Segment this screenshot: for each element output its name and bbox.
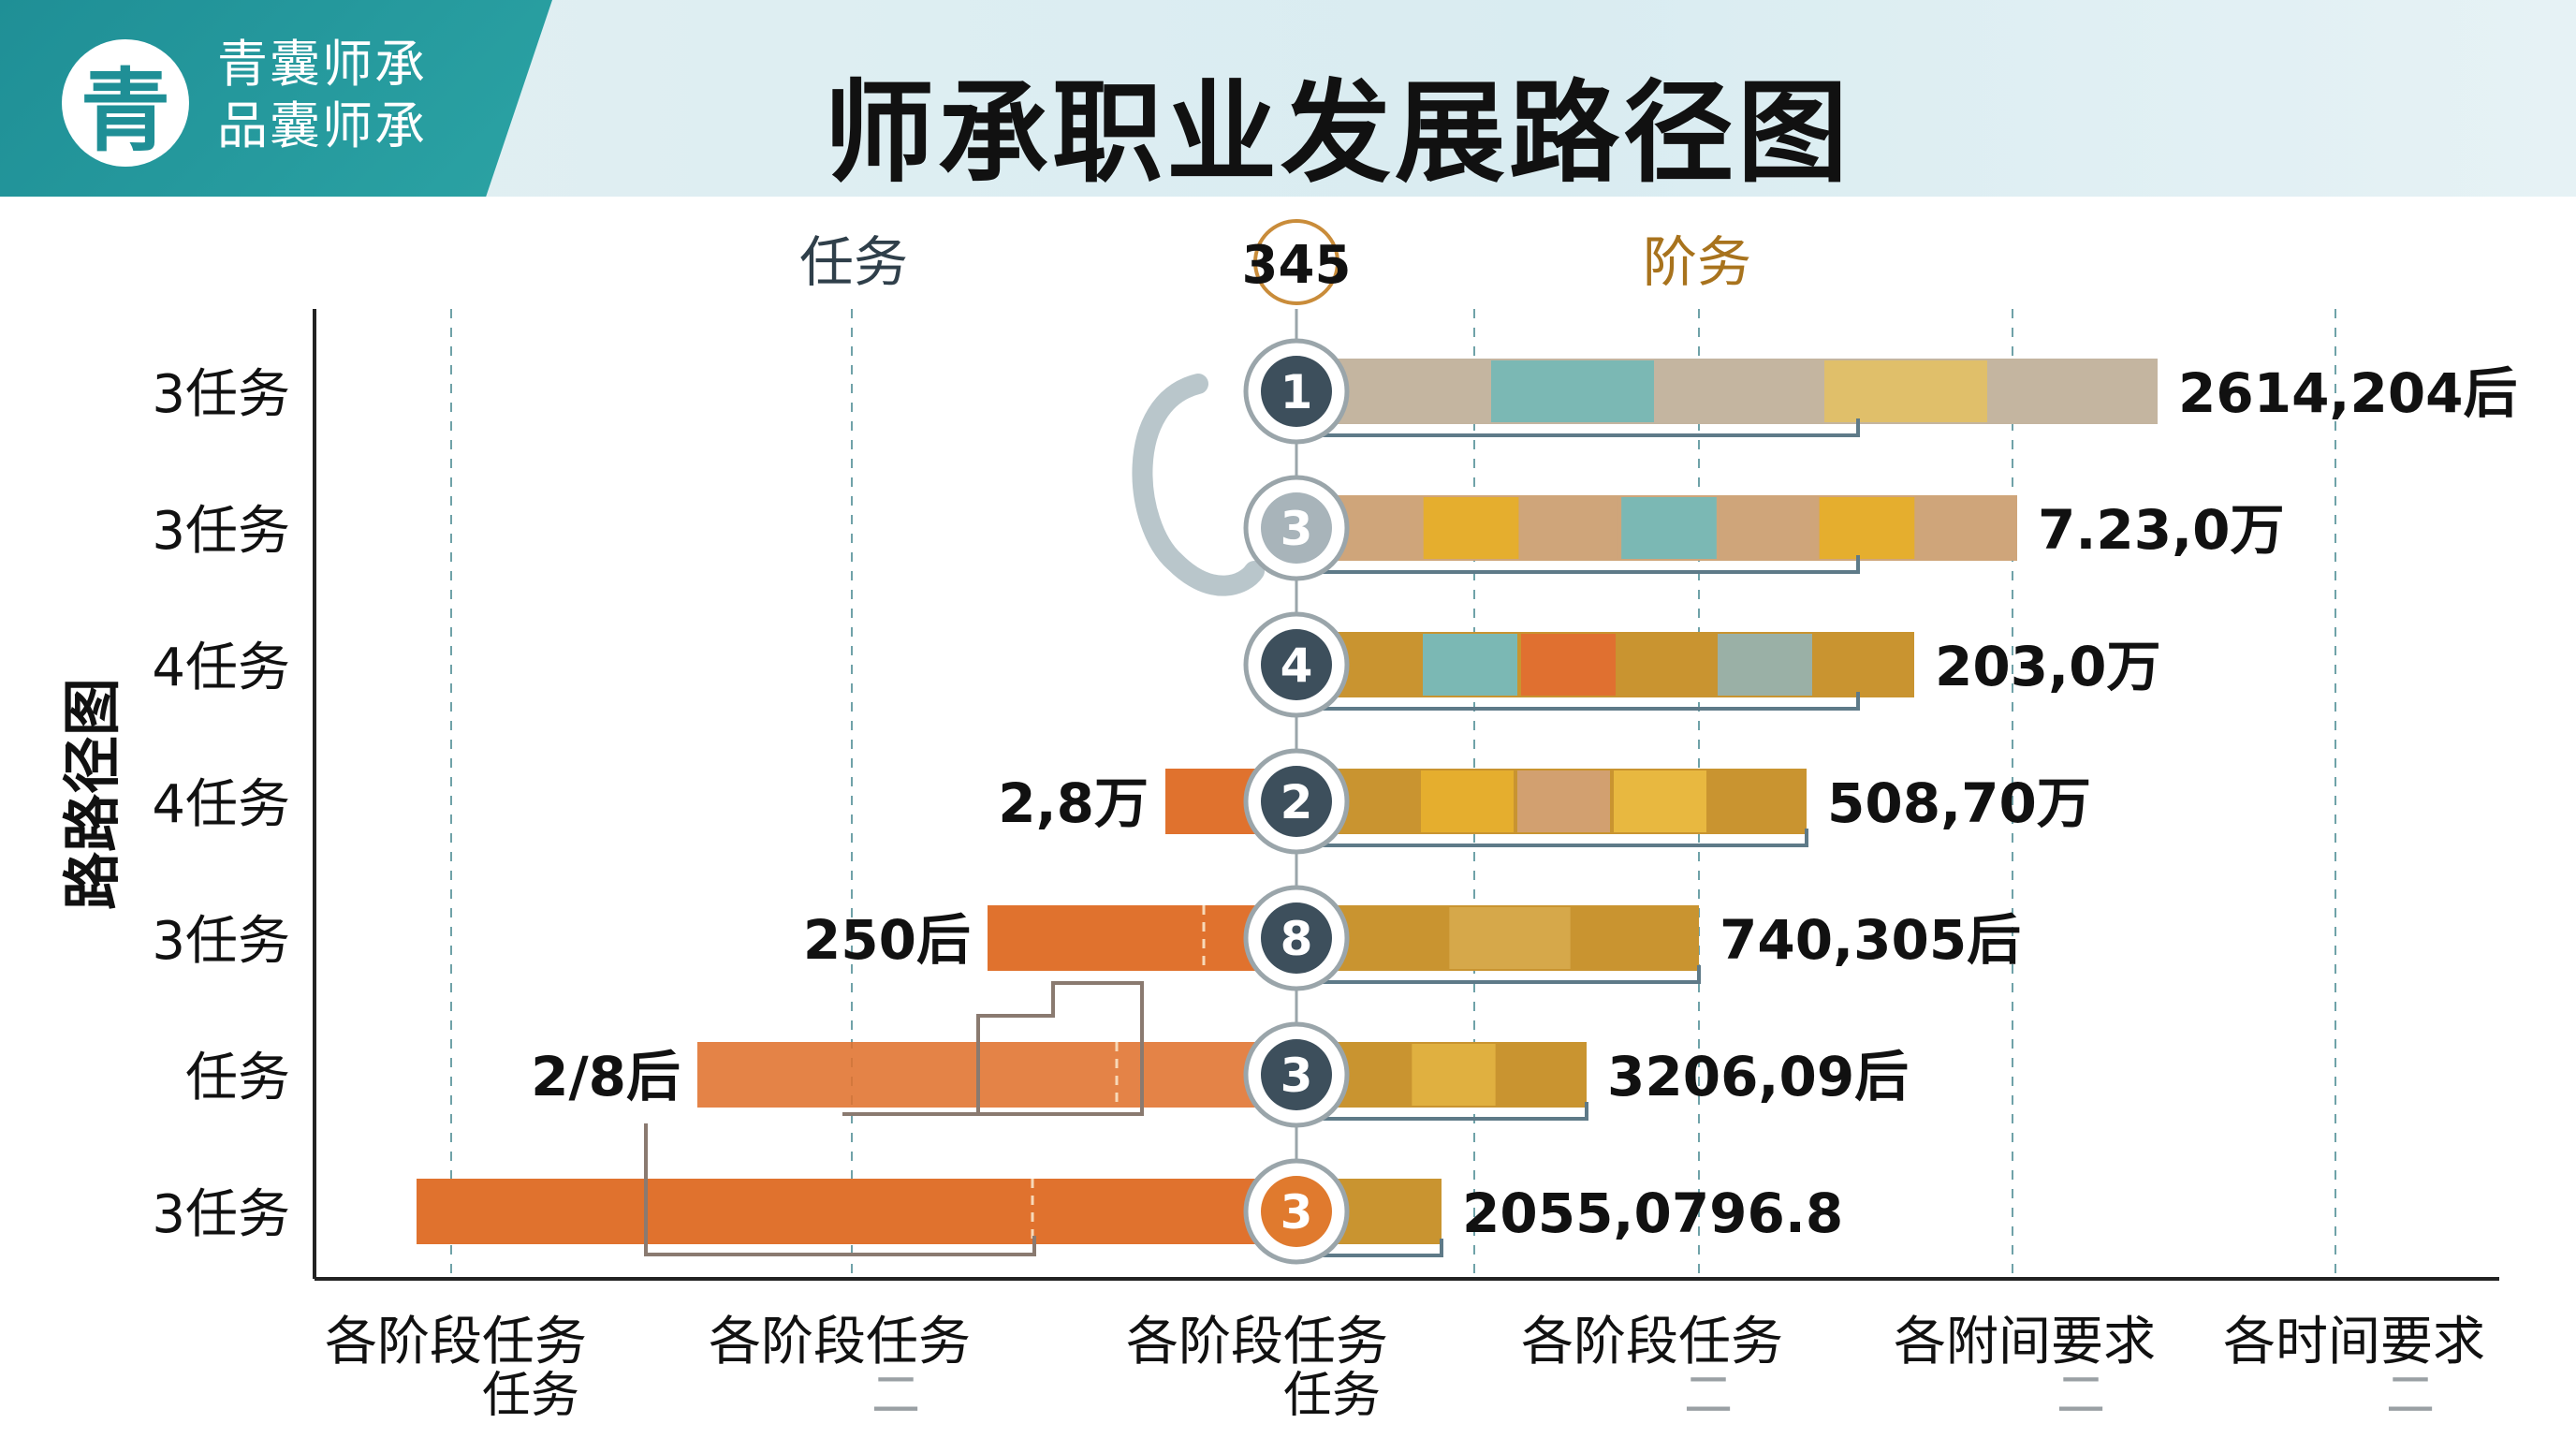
right-bar-segment [1718,634,1812,696]
brand-line-2: 品囊师承 [217,96,427,155]
row-connector [1315,555,1860,574]
row-connector [1315,829,1808,847]
step-marker-label: 3 [1281,1049,1313,1103]
right-bar-label: 508,70万 [1827,771,2091,835]
right-bar-label: 203,0万 [1935,635,2160,698]
category-label: 任务 [185,1048,290,1108]
x-tick-sublabel: 二 [871,1368,920,1424]
left-bar [697,1042,1296,1108]
right-bar-segment [1710,770,1803,832]
category-label: 4任务 [152,774,290,835]
bottom-bracket-b [842,981,1144,1116]
x-tick-sublabel: 二 [2386,1368,2435,1424]
right-bar-segment [1521,634,1616,696]
right-bar-segment [1423,634,1517,696]
right-bar-label: 2614,204后 [2178,361,2518,425]
decorative-swirl [1132,374,1265,596]
category-label: 3任务 [152,501,290,562]
top-center-label: 345 [1242,235,1352,296]
right-bar-segment [1421,770,1514,832]
right-bar-segment [1614,770,1706,832]
brand-logo: 青 [62,39,189,167]
right-bar-segment [1819,497,1915,559]
row-connector [1315,965,1701,984]
step-marker-fill [1261,492,1332,564]
right-bar-segment [1449,907,1571,969]
right-bar-segment [1491,360,1654,422]
right-bar-segment [1423,497,1519,559]
step-marker-label: 1 [1281,365,1313,419]
right-bar-segment [1619,634,1714,696]
right-bar-segment [1517,770,1610,832]
x-tick-label: 各阶段任务 [709,1312,971,1372]
right-bar-label: 2055,0796.8 [1462,1181,1843,1245]
y-axis-title: 路路径图 [58,678,126,910]
step-marker-fill [1261,766,1332,837]
x-tick-label: 各阶段任务 [1126,1312,1388,1372]
x-tick-label: 各阶段任务 [325,1312,587,1372]
category-label: 4任务 [152,638,290,698]
right-bar-segment [1412,1044,1496,1106]
left-bar [417,1179,1296,1244]
x-tick-sublabel: 任务 [1283,1368,1381,1424]
left-bar-label: 2/8后 [531,1045,681,1108]
x-tick-sublabel: 二 [1684,1368,1733,1424]
x-tick-label: 各附间要求 [1894,1312,2156,1372]
right-bar-segment [1720,497,1816,559]
category-label: 3任务 [152,364,290,425]
category-label: 3任务 [152,911,290,972]
right-bar-segment [1824,360,1987,422]
step-marker-fill [1261,1176,1332,1247]
step-marker-fill [1261,902,1332,974]
right-bar-segment [1816,634,1910,696]
right-bar-label: 7.23,0万 [2038,498,2285,562]
bottom-bracket-a [644,1123,1036,1256]
right-bar-segment [1918,497,2013,559]
x-tick-label: 各时间要求 [2223,1312,2485,1372]
x-tick-sublabel: 任务 [482,1368,579,1424]
step-marker-label: 3 [1281,502,1313,556]
brand-text: 青囊师承 品囊师承 [217,34,427,157]
left-bar-label: 2,8万 [998,771,1149,835]
step-marker-fill [1261,1039,1332,1110]
row-connector [1315,692,1860,711]
right-bar-label: 3206,09后 [1607,1045,1909,1108]
page-title: 师承职业发展路径图 [824,68,1852,198]
row-connector [1315,1102,1588,1121]
right-bar-segment [1991,360,2154,422]
right-bar-segment [1522,497,1618,559]
x-tick-sublabel: 二 [2056,1368,2105,1424]
right-bar-segment [1621,497,1717,559]
right-bar-segment [1325,360,1487,422]
step-marker-label: 4 [1281,638,1313,693]
brand-line-1: 青囊师承 [217,35,427,94]
top-label-right: 阶务 [1643,230,1751,294]
right-bar-label: 740,305后 [1720,908,2021,972]
step-marker-label: 2 [1281,775,1313,829]
top-center-badge [1253,219,1339,305]
step-marker-fill [1261,629,1332,700]
row-connector [1315,418,1860,437]
top-label-left: 任务 [799,230,908,294]
step-marker-label: 8 [1281,912,1313,966]
right-bar-segment [1573,907,1695,969]
x-tick-label: 各阶段任务 [1521,1312,1783,1372]
right-bar-segment [1658,360,1821,422]
page-header: 青 青囊师承 品囊师承 师承职业发展路径图 [0,0,2576,198]
right-bar-segment [1499,1044,1583,1106]
row-connector [1315,1239,1443,1257]
category-label: 3任务 [152,1184,290,1245]
step-marker-label: 3 [1281,1185,1313,1240]
left-bar-label: 250后 [803,908,971,972]
step-marker-fill [1261,356,1332,427]
